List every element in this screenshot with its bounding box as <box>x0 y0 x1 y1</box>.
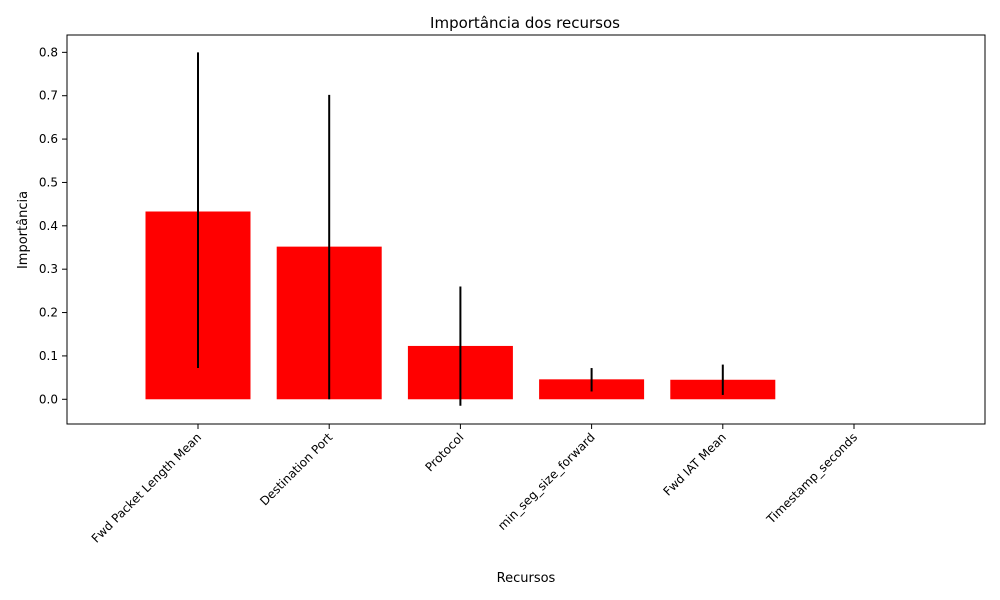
y-tick-label: 0.2 <box>39 306 58 320</box>
plot-frame <box>66 34 986 425</box>
x-tick-label: Timestamp_seconds <box>763 430 860 527</box>
y-tick-label: 0.0 <box>39 392 58 406</box>
plot-area: 0.0 0.1 0.2 0.3 0.4 0.5 0.6 0.7 0.8 Fwd Packet Le… <box>39 45 860 545</box>
x-tick-label: Destination Port <box>257 430 335 508</box>
x-tick-label: Fwd IAT Mean <box>660 430 728 498</box>
x-tick-label: min_seg_size_forward <box>495 430 598 533</box>
y-axis-label: Importância <box>16 191 31 269</box>
x-tick-label: Protocol <box>422 430 466 474</box>
y-tick-label: 0.8 <box>39 45 58 59</box>
y-tick-label: 0.4 <box>39 219 58 233</box>
y-tick-label: 0.3 <box>39 262 58 276</box>
y-tick-label: 0.6 <box>39 132 58 146</box>
x-axis-label: Recursos <box>497 571 556 586</box>
x-tick-label: Fwd Packet Length Mean <box>89 430 204 545</box>
y-tick-label: 0.1 <box>39 349 58 363</box>
y-tick-label: 0.7 <box>39 89 58 103</box>
chart-title: Importância dos recursos <box>430 14 620 32</box>
y-tick-label: 0.5 <box>39 175 58 189</box>
